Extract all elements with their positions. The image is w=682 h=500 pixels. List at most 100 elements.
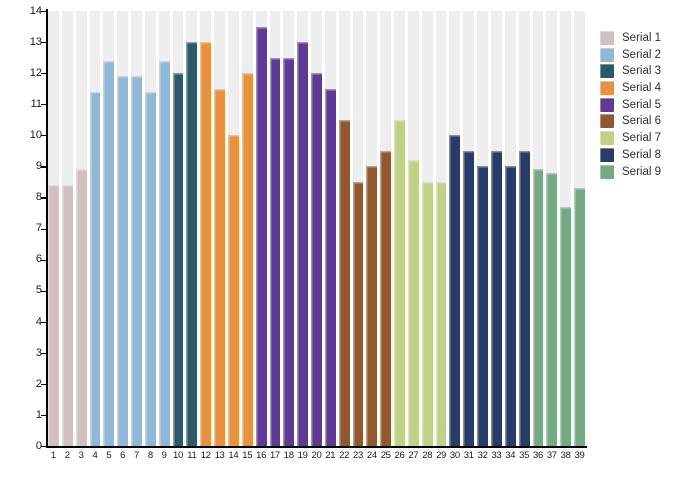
bar-serial-2 [158,60,170,446]
y-tick-label: 9 [35,160,42,173]
bar-column: 27 [407,11,419,461]
bar-column: 33 [491,11,502,461]
legend-swatch-icon [600,64,614,79]
x-tick-label: 14 [228,450,239,461]
bar-column: 11 [186,11,198,461]
bar-serial-4 [241,73,253,446]
bar-column: 24 [366,11,378,461]
plot-area: 1 2 3 4 5 6 7 8 9 10 11 12 13 14 15 16 17 18 19 20 21 22 23 24 2… [48,11,585,461]
bar-column: 30 [449,11,461,461]
bar-serial-4 [214,88,225,446]
y-tick-mark [41,228,46,230]
bar-column: 34 [504,11,516,461]
bar-serial-8 [504,166,516,446]
y-tick-mark [41,166,46,168]
bar-column: 2 [61,11,73,461]
legend-swatch-icon [600,81,614,96]
bar-column: 37 [546,11,558,461]
x-tick-label: 30 [449,450,460,461]
bar-column: 15 [241,11,253,461]
bar-serial-5 [269,57,281,446]
bar-serial-2 [144,91,156,446]
legend-label: Serial 1 [622,32,661,44]
y-tick-mark [41,104,46,106]
legend-label: Serial 8 [622,148,661,161]
legend-label: Serial 6 [622,115,661,128]
bar-column: 21 [324,11,336,461]
bar-column: 38 [560,11,572,461]
bar-column: 20 [311,11,322,461]
bar-serial-1 [75,169,87,446]
bar-column: 7 [131,11,142,461]
x-tick-label: 37 [546,450,557,461]
y-tick-label: 14 [29,4,42,17]
x-tick-label: 16 [256,450,267,461]
bar-column: 18 [283,11,295,461]
x-tick-label: 7 [133,450,139,461]
legend-label: Serial 2 [622,48,661,61]
bar-column: 9 [158,11,170,461]
bar-serial-1 [48,185,59,446]
y-tick-label: 12 [29,66,42,79]
x-tick-label: 27 [408,450,419,461]
y-tick-label: 7 [35,222,42,235]
bar-column: 4 [89,11,101,461]
x-tick-label: 11 [187,450,197,461]
bar-column: 17 [269,11,281,461]
y-tick-label: 2 [35,377,42,390]
y-tick-mark [41,73,46,75]
x-tick-label: 17 [269,450,280,461]
x-tick-label: 9 [161,450,167,461]
legend-label: Serial 5 [622,98,661,111]
x-tick-label: 33 [491,450,502,461]
x-tick-label: 26 [394,450,405,461]
x-tick-label: 4 [92,450,98,461]
bar-serial-2 [89,91,101,446]
x-tick-label: 19 [297,450,308,461]
x-tick-label: 32 [477,450,488,461]
bar-column: 28 [421,11,433,461]
x-tick-label: 3 [78,450,84,461]
bar-serial-8 [491,150,502,446]
legend-item-serial-3: Serial 3 [600,64,661,79]
x-tick-label: 20 [311,450,322,461]
y-tick-label: 5 [35,284,42,297]
bar-column: 3 [75,11,87,461]
legend-label: Serial 3 [622,65,661,78]
bar-column: 12 [200,11,212,461]
bar-column: 13 [214,11,225,461]
x-tick-label: 2 [64,450,70,461]
bar-column: 35 [518,11,530,461]
x-tick-label: 23 [353,450,363,461]
bar-column: 19 [297,11,309,461]
x-tick-label: 22 [339,450,350,461]
y-tick-mark [41,11,46,13]
y-tick-mark [41,259,46,261]
bar-serial-7 [394,119,405,446]
y-tick-mark [41,414,46,417]
x-tick-label: 35 [519,450,530,461]
legend-label: Serial 7 [622,132,661,145]
legend-swatch-icon [600,164,614,179]
bar-column: 14 [227,11,239,461]
y-tick-label: 4 [35,315,42,328]
y-tick-mark [41,321,46,323]
x-tick-label: 6 [120,450,126,461]
bar-serial-6 [366,166,378,446]
x-tick-label: 25 [380,450,391,461]
x-tick-label: 10 [173,450,183,461]
legend-item-serial-1: Serial 1 [600,31,661,45]
bar-serial-7 [421,181,433,446]
y-tick-label: 6 [35,253,42,266]
x-tick-label: 39 [574,450,585,461]
x-tick-label: 21 [325,450,336,461]
legend-label: Serial 4 [622,82,661,95]
bar-serial-6 [338,119,350,446]
y-tick-mark [41,446,46,448]
bar-serial-5 [297,42,309,446]
bar-column: 25 [380,11,392,461]
bar-column: 22 [338,11,350,461]
bar-serial-9 [546,172,558,446]
legend-label: Serial 9 [622,165,661,178]
